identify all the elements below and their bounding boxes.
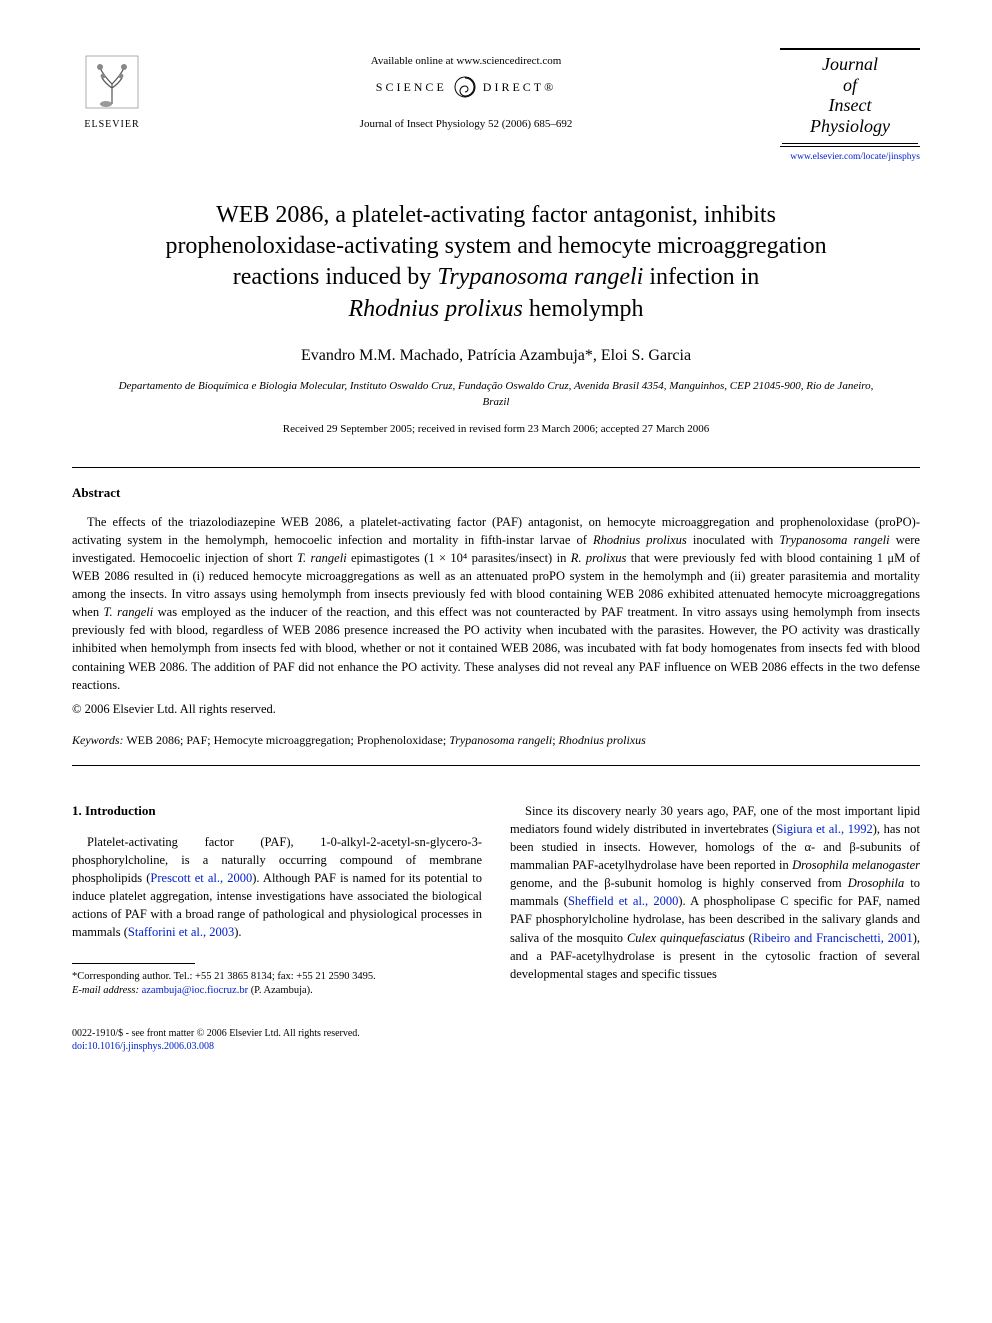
journal-box-line3: Insect xyxy=(782,95,918,116)
page-footer: 0022-1910/$ - see front matter © 2006 El… xyxy=(72,1027,920,1054)
citation-link[interactable]: Ribeiro and Francischetti, 2001 xyxy=(753,931,913,945)
citation-link[interactable]: Sheffield et al., 2000 xyxy=(568,894,678,908)
body-columns: 1. Introduction Platelet-activating fact… xyxy=(72,802,920,999)
journal-title-box: Journal of Insect Physiology xyxy=(780,48,920,147)
citation-link[interactable]: Prescott et al., 2000 xyxy=(150,871,252,885)
abstract-body: The effects of the triazolodiazepine WEB… xyxy=(72,513,920,718)
publisher-logo: ELSEVIER xyxy=(72,48,152,138)
footer-copyright: 0022-1910/$ - see front matter © 2006 El… xyxy=(72,1027,920,1041)
right-column: Since its discovery nearly 30 years ago,… xyxy=(510,802,920,999)
divider-bottom xyxy=(72,765,920,766)
elsevier-tree-icon xyxy=(84,54,140,114)
title-block: WEB 2086, a platelet-activating factor a… xyxy=(72,200,920,325)
section-1-heading: 1. Introduction xyxy=(72,802,482,821)
paper-title: WEB 2086, a platelet-activating factor a… xyxy=(72,200,920,325)
citation-link[interactable]: Sigiura et al., 1992 xyxy=(776,822,872,836)
publisher-name: ELSEVIER xyxy=(84,118,139,132)
left-column: 1. Introduction Platelet-activating fact… xyxy=(72,802,482,999)
copyright-line: © 2006 Elsevier Ltd. All rights reserved… xyxy=(72,700,920,718)
available-online-text: Available online at www.sciencedirect.co… xyxy=(152,54,780,69)
sd-left: SCIENCE xyxy=(376,79,447,96)
divider-top xyxy=(72,467,920,468)
journal-box-line4: Physiology xyxy=(782,116,918,137)
footnote-separator xyxy=(72,963,195,964)
sd-right: DIRECT® xyxy=(483,79,556,96)
footnote-email-label: E-mail address: xyxy=(72,985,139,996)
sd-swirl-icon xyxy=(453,75,477,99)
journal-reference: Journal of Insect Physiology 52 (2006) 6… xyxy=(152,117,780,132)
citation-link[interactable]: Stafforini et al., 2003 xyxy=(128,925,234,939)
intro-paragraph-1: Platelet-activating factor (PAF), 1-0-al… xyxy=(72,833,482,942)
page-header: ELSEVIER Available online at www.science… xyxy=(72,48,920,164)
authors: Evandro M.M. Machado, Patrícia Azambuja*… xyxy=(72,345,920,367)
corresponding-author-footnote: *Corresponding author. Tel.: +55 21 3865… xyxy=(72,970,482,998)
intro-paragraph-2: Since its discovery nearly 30 years ago,… xyxy=(510,802,920,983)
keywords-label: Keywords: xyxy=(72,733,124,747)
journal-box-line2: of xyxy=(782,75,918,96)
affiliation: Departamento de Bioquímica e Biologia Mo… xyxy=(72,379,920,410)
center-header: Available online at www.sciencedirect.co… xyxy=(152,48,780,133)
footnote-email-link[interactable]: azambuja@ioc.fiocruz.br xyxy=(139,985,248,996)
journal-url-link[interactable]: www.elsevier.com/locate/jinsphys xyxy=(780,151,920,164)
keywords: Keywords: WEB 2086; PAF; Hemocyte microa… xyxy=(72,732,920,749)
footnote-phone: *Corresponding author. Tel.: +55 21 3865… xyxy=(72,970,482,984)
doi-link[interactable]: doi:10.1016/j.jinsphys.2006.03.008 xyxy=(72,1040,920,1054)
abstract-heading: Abstract xyxy=(72,484,920,502)
journal-box-container: Journal of Insect Physiology www.elsevie… xyxy=(780,48,920,164)
received-dates: Received 29 September 2005; received in … xyxy=(72,422,920,437)
journal-box-line1: Journal xyxy=(782,54,918,75)
sciencedirect-logo: SCIENCE DIRECT® xyxy=(376,75,556,99)
